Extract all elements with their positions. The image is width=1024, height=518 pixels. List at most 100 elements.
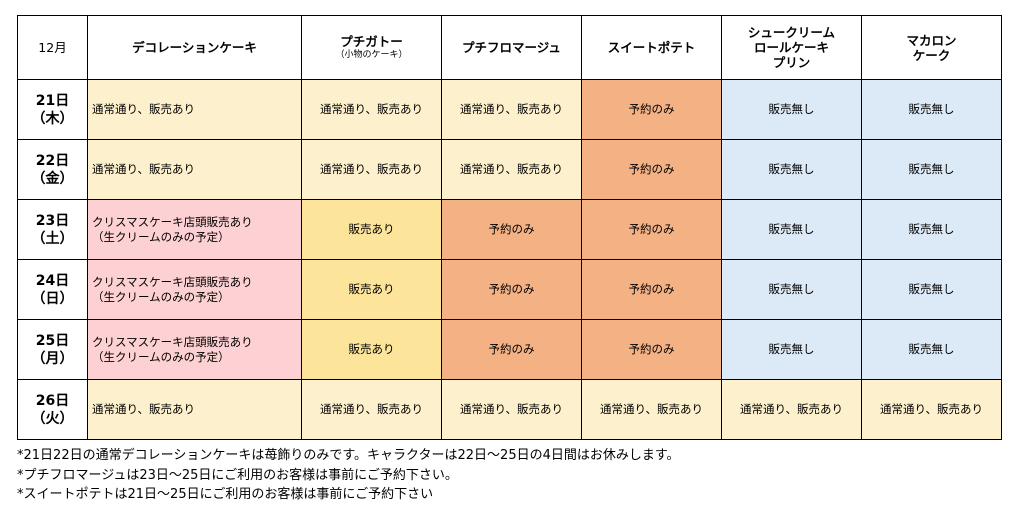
status-cell: 販売無し bbox=[721, 259, 862, 320]
date-day: 22日 bbox=[35, 152, 70, 169]
status-text: 通常通り、販売あり bbox=[459, 402, 564, 416]
status-text: 販売あり bbox=[348, 222, 395, 236]
date-weekday: （土） bbox=[31, 230, 74, 247]
status-cell: 予約のみ bbox=[581, 319, 722, 380]
status-cell: クリスマスケーキ店頭販売あり （生クリームのみの予定） bbox=[87, 199, 302, 260]
schedule-table: 12月 デコレーションケーキ プチガトー （小物のケーキ） プチフロマージュ スイ… bbox=[17, 15, 1002, 440]
table-row: 23日 （土） クリスマスケーキ店頭販売あり （生クリームのみの予定） 販売あり 予約の… bbox=[17, 199, 1002, 260]
status-text: 販売あり bbox=[348, 282, 395, 296]
date-day: 26日 bbox=[35, 392, 70, 409]
table-row: 21日 （木） 通常通り、販売あり 通常通り、販売あり 通常通り、販売あり 予約のみ 販売無… bbox=[17, 79, 1002, 140]
status-cell: 通常通り、販売あり bbox=[861, 379, 1002, 440]
status-text: クリスマスケーキ店頭販売あり （生クリームのみの予定） bbox=[92, 334, 253, 364]
table-row: 25日 （月） クリスマスケーキ店頭販売あり （生クリームのみの予定） 販売あり 予約の… bbox=[17, 319, 1002, 380]
status-cell: 予約のみ bbox=[581, 139, 722, 200]
status-text: 通常通り、販売あり bbox=[599, 402, 704, 416]
header-petit-fromage: プチフロマージュ bbox=[441, 15, 582, 80]
header-decoration-cake: デコレーションケーキ bbox=[87, 15, 302, 80]
status-cell: クリスマスケーキ店頭販売あり （生クリームのみの予定） bbox=[87, 259, 302, 320]
status-cell: 予約のみ bbox=[581, 79, 722, 140]
date-cell: 26日 （火） bbox=[17, 379, 88, 440]
status-cell: 販売無し bbox=[721, 139, 862, 200]
notes: *21日22日の通常デコレーションケーキは苺飾りのみです。キャラクターは22日～… bbox=[17, 446, 680, 505]
status-cell: 販売無し bbox=[861, 199, 1002, 260]
header-sweet-potato: スイートポテト bbox=[581, 15, 722, 80]
status-text: 販売無し bbox=[908, 102, 955, 116]
status-text: 販売無し bbox=[768, 282, 815, 296]
status-cell: 販売あり bbox=[301, 199, 442, 260]
status-text: 販売無し bbox=[908, 222, 955, 236]
table-row: 22日 （金） 通常通り、販売あり 通常通り、販売あり 通常通り、販売あり 予約のみ 販売無… bbox=[17, 139, 1002, 200]
header-month: 12月 bbox=[17, 15, 88, 80]
date-day: 24日 bbox=[35, 272, 70, 289]
status-cell: 販売無し bbox=[861, 259, 1002, 320]
status-cell: 予約のみ bbox=[441, 259, 582, 320]
date-day: 25日 bbox=[35, 332, 70, 349]
status-cell: 販売無し bbox=[861, 79, 1002, 140]
status-cell: クリスマスケーキ店頭販売あり （生クリームのみの予定） bbox=[87, 319, 302, 380]
status-text: 通常通り、販売あり bbox=[92, 162, 196, 176]
table-row: 24日 （日） クリスマスケーキ店頭販売あり （生クリームのみの予定） 販売あり 予約の… bbox=[17, 259, 1002, 320]
date-cell: 21日 （木） bbox=[17, 79, 88, 140]
status-cell: 販売無し bbox=[721, 319, 862, 380]
status-text: 予約のみ bbox=[488, 222, 535, 236]
header-macaron-cake: マカロン ケーク bbox=[861, 15, 1002, 80]
status-text: 予約のみ bbox=[488, 282, 535, 296]
status-cell: 通常通り、販売あり bbox=[301, 379, 442, 440]
status-text: 通常通り、販売あり bbox=[319, 102, 424, 116]
status-text: 予約のみ bbox=[628, 342, 675, 356]
note-line: *スイートポテトは21日～25日にご利用のお客様は事前にご予約下さい bbox=[17, 487, 434, 502]
status-cell: 予約のみ bbox=[581, 259, 722, 320]
table-row: 26日 （火） 通常通り、販売あり 通常通り、販売あり 通常通り、販売あり 通常通り、販売… bbox=[17, 379, 1002, 440]
status-cell: 通常通り、販売あり bbox=[87, 139, 302, 200]
date-day: 23日 bbox=[35, 212, 70, 229]
date-cell: 24日 （日） bbox=[17, 259, 88, 320]
status-text: 予約のみ bbox=[628, 282, 675, 296]
status-cell: 予約のみ bbox=[441, 319, 582, 380]
status-cell: 通常通り、販売あり bbox=[87, 379, 302, 440]
status-text: 予約のみ bbox=[628, 102, 675, 116]
status-text: 販売無し bbox=[768, 102, 815, 116]
status-text: 予約のみ bbox=[488, 342, 535, 356]
status-cell: 通常通り、販売あり bbox=[721, 379, 862, 440]
status-cell: 販売無し bbox=[721, 199, 862, 260]
date-weekday: （金） bbox=[31, 170, 74, 187]
status-text: 予約のみ bbox=[628, 222, 675, 236]
status-text: 販売無し bbox=[908, 342, 955, 356]
status-text: 販売あり bbox=[348, 342, 395, 356]
date-cell: 22日 （金） bbox=[17, 139, 88, 200]
date-cell: 25日 （月） bbox=[17, 319, 88, 380]
status-text: 通常通り、販売あり bbox=[459, 162, 564, 176]
date-cell: 23日 （土） bbox=[17, 199, 88, 260]
note-line: *プチフロマージュは23日～25日にご利用のお客様は事前にご予約下さい。 bbox=[17, 467, 458, 483]
status-cell: 通常通り、販売あり bbox=[441, 139, 582, 200]
header-petit-gateau: プチガトー （小物のケーキ） bbox=[301, 15, 442, 80]
status-cell: 通常通り、販売あり bbox=[441, 379, 582, 440]
status-text: 通常通り、販売あり bbox=[319, 162, 424, 176]
note-line: *21日22日の通常デコレーションケーキは苺飾りのみです。キャラクターは22日～… bbox=[17, 448, 680, 463]
status-text: 通常通り、販売あり bbox=[92, 102, 196, 116]
header-row: 12月 デコレーションケーキ プチガトー （小物のケーキ） プチフロマージュ スイ… bbox=[17, 15, 1002, 80]
status-cell: 販売あり bbox=[301, 259, 442, 320]
date-weekday: （木） bbox=[31, 110, 74, 127]
header-petit-gateau-sub: （小物のケーキ） bbox=[335, 50, 408, 60]
status-text: 販売無し bbox=[768, 162, 815, 176]
status-cell: 予約のみ bbox=[581, 199, 722, 260]
header-choux-roll-pudding: シュークリーム ロールケーキ プリン bbox=[721, 15, 862, 80]
date-weekday: （日） bbox=[31, 290, 74, 307]
status-text: 販売無し bbox=[908, 282, 955, 296]
date-day: 21日 bbox=[35, 92, 70, 109]
status-cell: 販売無し bbox=[721, 79, 862, 140]
status-cell: 通常通り、販売あり bbox=[87, 79, 302, 140]
status-cell: 販売無し bbox=[861, 319, 1002, 380]
status-text: 販売無し bbox=[768, 342, 815, 356]
status-cell: 通常通り、販売あり bbox=[301, 79, 442, 140]
status-text: クリスマスケーキ店頭販売あり （生クリームのみの予定） bbox=[92, 274, 253, 304]
status-cell: 通常通り、販売あり bbox=[441, 79, 582, 140]
status-cell: 販売あり bbox=[301, 319, 442, 380]
status-text: クリスマスケーキ店頭販売あり （生クリームのみの予定） bbox=[92, 214, 253, 244]
status-text: 予約のみ bbox=[628, 162, 675, 176]
date-weekday: （火） bbox=[31, 410, 74, 427]
date-weekday: （月） bbox=[31, 350, 74, 367]
status-text: 販売無し bbox=[908, 162, 955, 176]
